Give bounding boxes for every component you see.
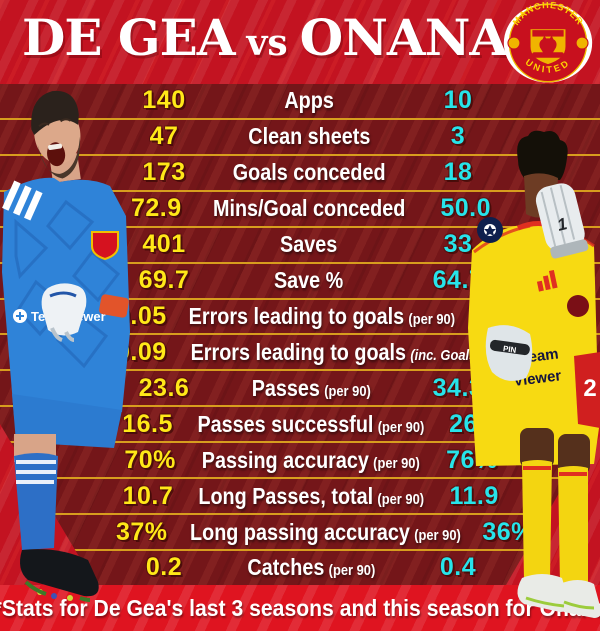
stats-row: 37% Long passing accuracy (per 90) 36% (0, 515, 600, 551)
manchester-united-crest-icon: MANCHESTER UNITED (503, 2, 593, 83)
degea-value: 0.05 (116, 301, 167, 330)
degea-value: 16.5 (122, 409, 173, 438)
stat-label: Long passing accuracy (189, 518, 410, 545)
page-title: DE GEA vs ONANA (22, 8, 509, 67)
degea-value: 72.9 (131, 194, 182, 223)
stat-suffix: (per 90) (373, 454, 421, 472)
footer: *Stats for De Gea's last 3 seasons and t… (0, 585, 600, 631)
stats-row: 72.9 Mins/Goal conceded 50.0 (0, 192, 600, 228)
stat-label: Save % (274, 267, 344, 294)
stat-suffix: (per 90) (413, 526, 461, 544)
stat-suffix: (per 90) (408, 310, 455, 328)
footer-note: *Stats for De Gea's last 3 seasons and t… (0, 594, 600, 621)
degea-value: 69.7 (138, 266, 190, 295)
title-degea: DE GEA (22, 8, 235, 67)
stats-table: 140 Apps 10 47 Clean sheets 3 173 Goals … (0, 84, 600, 585)
stat-label: Long Passes, total (198, 482, 373, 509)
degea-value: 173 (142, 158, 186, 187)
stats-row: 47 Clean sheets 3 (0, 120, 600, 156)
stat-label-wrap: Goals conceded (212, 159, 410, 186)
crest-devil (539, 35, 557, 54)
title-onana: ONANA (299, 8, 509, 67)
degea-value: 23.6 (138, 373, 190, 402)
stats-row: 140 Apps 10 (0, 84, 600, 120)
crest-ball-right (575, 36, 589, 50)
degea-value: 37% (116, 517, 168, 546)
degea-value: 140 (142, 86, 186, 115)
stat-label: Passes (251, 374, 320, 401)
onana-value: 33 (443, 230, 473, 259)
degea-value: 47 (149, 122, 179, 151)
stat-label-wrap: Passes successful (per 90) (179, 411, 443, 438)
onana-value: 0.20 (503, 337, 555, 366)
title-vs: vs (246, 22, 288, 64)
stats-row: 10.7 Long Passes, total (per 90) 11.9 (0, 479, 600, 516)
stats-row: 173 Goals conceded 18 (0, 156, 600, 192)
stats-row: 70% Passing accuracy (per 90) 76% (0, 443, 600, 480)
stats-row: 0.09 Errors leading to goals (inc. Goals)… (0, 335, 600, 372)
stat-label-wrap: Passing accuracy (per 90) (184, 447, 438, 474)
stat-label: Passing accuracy (201, 446, 370, 473)
stat-label-wrap: Apps (212, 87, 410, 114)
stat-label-wrap: Errors leading to goals (inc. Goals) (167, 339, 504, 366)
stats-row: 0.05 Errors leading to goals (per 90) 0.1… (0, 300, 600, 336)
stat-label-wrap: Catches (per 90) (212, 554, 410, 581)
stat-label: Errors leading to goals (190, 338, 406, 365)
degea-value: 10.7 (122, 481, 174, 510)
degea-value: 0.09 (116, 337, 167, 366)
onana-value: 34.3 (432, 373, 484, 402)
stats-row: 16.5 Passes successful (per 90) 26.1 (0, 407, 600, 444)
stat-label: Errors leading to goals (188, 302, 404, 329)
onana-value: 11.9 (449, 481, 499, 510)
stat-suffix: (per 90) (323, 382, 371, 400)
crest-ball-left (507, 36, 521, 50)
onana-value: 50.0 (440, 194, 491, 223)
degea-value: 401 (142, 230, 186, 259)
onana-value: 36% (482, 517, 534, 546)
stat-suffix: (per 90) (377, 490, 424, 508)
stats-row: 0.2 Catches (per 90) 0.4 (0, 551, 600, 585)
onana-value: 26.1 (449, 409, 500, 438)
stat-label: Catches (247, 554, 325, 581)
degea-value: 0.2 (145, 553, 183, 582)
onana-value: 0.10 (476, 301, 528, 330)
stat-label: Apps (284, 87, 334, 114)
header: DE GEA vs ONANA MANCHESTER UNITED (0, 0, 600, 84)
stat-suffix: (inc. Goals) (410, 346, 481, 364)
stat-label-wrap: Saves (212, 231, 410, 258)
stat-label: Saves (280, 231, 338, 258)
stat-label-wrap: Clean sheets (212, 123, 410, 150)
stat-label: Clean sheets (247, 123, 370, 150)
onana-value: 3 (450, 122, 466, 151)
stat-label: Passes successful (197, 410, 374, 437)
stats-row: 23.6 Passes (per 90) 34.3 (0, 371, 600, 408)
stat-label-wrap: Errors leading to goals (per 90) (167, 303, 477, 330)
stat-suffix: (per 90) (328, 562, 375, 580)
stat-label-wrap: Mins/Goal conceded (197, 195, 426, 222)
onana-value: 64.7 (432, 266, 484, 295)
stat-suffix: (per 90) (377, 418, 425, 436)
degea-value: 70% (124, 445, 176, 474)
stat-label-wrap: Passes (per 90) (212, 375, 410, 402)
onana-value: 10 (443, 86, 473, 115)
stats-row: 401 Saves 33 (0, 228, 600, 264)
stat-label-wrap: Long Passes, total (per 90) (180, 483, 442, 510)
stat-label-wrap: Save % (212, 267, 410, 294)
stat-label: Goals conceded (232, 159, 386, 186)
stat-label: Mins/Goal conceded (212, 195, 406, 222)
stat-label-wrap: Long passing accuracy (per 90) (168, 519, 483, 546)
onana-value: 18 (443, 158, 473, 187)
stats-row: 69.7 Save % 64.7 (0, 264, 600, 300)
onana-value: 0.4 (439, 553, 477, 582)
onana-value: 76% (446, 445, 498, 474)
